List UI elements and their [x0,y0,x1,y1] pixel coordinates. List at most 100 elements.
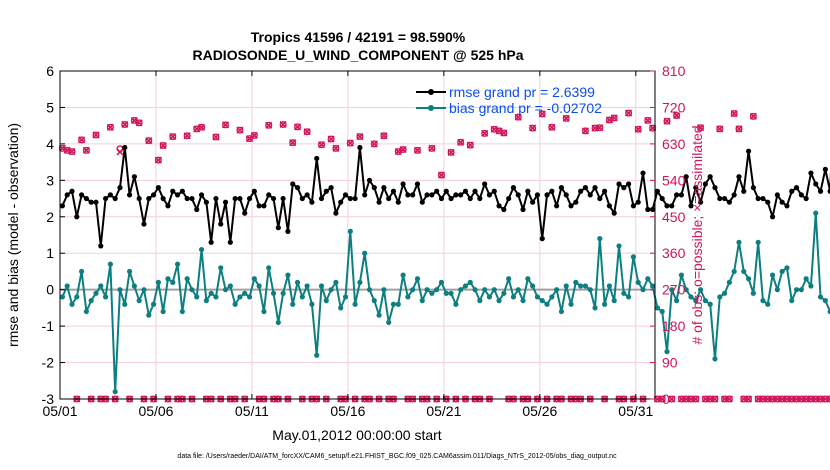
obs-assimilated-marker [82,146,90,154]
bias-point [237,294,243,300]
legend-bias-marker [428,105,434,111]
bias-point [102,294,109,300]
obs-possible-marker [538,110,546,118]
obs-possible-marker [821,395,829,403]
rmse-point [726,199,732,205]
bias-point [602,301,608,307]
rmse-point [654,188,660,194]
obs-assimilated-marker [658,395,666,403]
bias-point [155,279,161,285]
bias-point [563,283,569,289]
bias-point [165,276,171,282]
bias-point [621,290,627,296]
bias-point [318,283,325,289]
rmse-point [309,199,315,205]
rmse-point [69,188,75,194]
obs-possible-marker [294,123,302,131]
bias-point [640,287,646,293]
bias-point [558,308,565,315]
rmse-point [650,206,656,213]
obs-assimilated-marker [106,123,114,131]
rmse-point [410,192,416,198]
rmse-point [314,155,320,162]
obs-assimilated-marker [735,125,743,133]
obs-possible-marker [634,125,642,133]
obs-possible-marker [562,114,570,122]
y-right-tick-label: 450 [662,209,686,225]
bias-point [174,261,181,267]
obs-assimilated-marker [154,156,162,164]
y-left-tick-label: 3 [46,172,54,188]
bias-point [650,283,656,289]
rmse-point [669,203,675,209]
bias-point [381,287,387,293]
bias-point [189,287,195,293]
obs-possible-marker [677,395,685,403]
rmse-point [813,181,819,187]
y-right-tick-label: 90 [662,355,678,371]
bias-point [755,239,761,245]
rmse-point [290,181,296,187]
rmse-point [429,192,435,198]
obs-possible-marker [159,142,167,150]
bias-point [405,294,411,300]
y-left-tick-label: 6 [46,63,54,79]
bias-point [141,287,147,293]
obs-possible-marker [236,126,244,134]
bias-point [458,287,464,293]
obs-possible-marker [826,395,830,403]
obs-assimilated-marker [63,146,71,154]
y-left-tick-label: -3 [42,391,55,407]
bias-point [741,268,747,275]
obs-assimilated-marker [293,123,302,131]
rmse-point [549,188,555,194]
bias-point [477,298,483,304]
rmse-point [112,195,118,202]
bias-point [750,290,756,296]
obs-assimilated-marker [644,116,652,124]
rmse-point [602,188,608,194]
rmse-point [438,195,445,202]
rmse-point [98,243,104,249]
rmse-point [141,221,147,227]
obs-possible-marker [783,395,791,403]
obs-possible-marker [265,121,273,129]
bias-point [774,287,780,293]
rmse-point [798,192,804,198]
obs-assimilated-marker [562,114,570,122]
rmse-point [126,192,133,198]
obs-assimilated-marker [673,111,681,120]
bias-point [664,349,670,355]
rmse-point [88,199,94,205]
bias-point [93,290,99,296]
bias-point [362,250,368,256]
obs-assimilated-marker [692,395,700,403]
obs-assimilated-marker [625,109,633,117]
bias-point [673,298,680,304]
bias-point [496,298,502,304]
rmse-point [352,195,358,202]
y-right-tick-label: 270 [662,282,686,298]
bias-point [270,290,277,296]
obs-assimilated-marker [121,120,129,129]
bias-point [597,236,603,242]
obs-possible-marker [663,117,671,125]
obs-possible-marker [327,135,335,143]
rmse-point [515,192,521,198]
bias-point [323,298,329,304]
rmse-point [131,174,137,180]
bias-point [789,298,795,304]
x-tick-label: 05/01 [42,403,77,419]
rmse-point [333,210,339,216]
bias-point [386,319,392,326]
rmse-point [246,195,253,202]
bias-point [64,283,70,289]
bias-point [798,287,804,293]
bias-point [203,298,209,304]
bias-point [448,290,454,296]
bias-point [822,298,828,304]
rmse-point [174,192,181,198]
rmse-point [357,144,363,151]
legend-rmse-marker [428,89,434,95]
bias-point [606,283,613,289]
